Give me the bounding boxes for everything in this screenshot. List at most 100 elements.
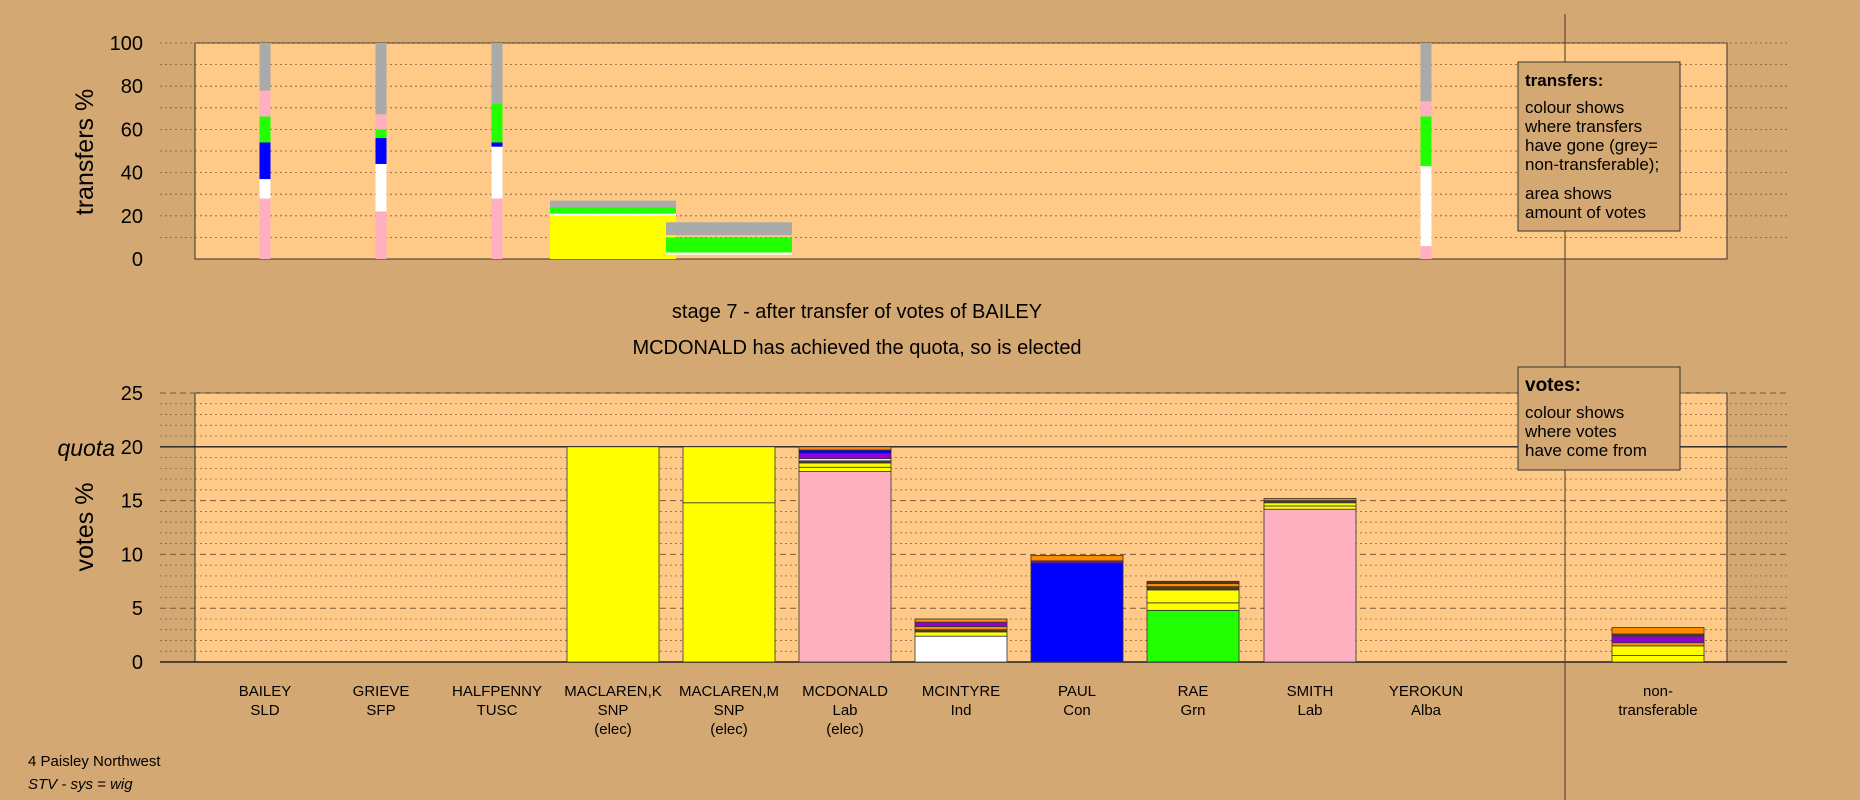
votes-tick-label: 10 — [121, 544, 143, 566]
transfer-segment — [259, 198, 271, 259]
transfer-segment — [491, 146, 503, 199]
vote-segment — [798, 446, 892, 451]
transfers-columns — [259, 43, 1432, 259]
candidate-name-label: BAILEY — [239, 683, 292, 700]
nontransferable-label: transferable — [1618, 702, 1697, 719]
vote-segment — [1263, 505, 1357, 510]
nontransferable-label: non- — [1643, 683, 1673, 700]
candidate-party-label: Grn — [1180, 702, 1205, 719]
candidate-party-label: SNP — [714, 702, 745, 719]
transfers-tick-label: 40 — [121, 163, 143, 185]
vote-segment — [1611, 645, 1705, 656]
candidate-party-label: Con — [1063, 702, 1091, 719]
votes-tick-label: 5 — [132, 598, 143, 620]
transfer-segment — [1420, 116, 1432, 167]
transfers-legend-box: transfers: colour shows where transfers … — [1517, 61, 1681, 232]
vote-segment — [1611, 635, 1705, 644]
vote-segment — [798, 471, 892, 663]
transfers-tick-label: 100 — [110, 33, 143, 55]
votes-legend-line: have come from — [1525, 441, 1647, 460]
transfer-segment — [1420, 43, 1432, 102]
votes-tick-label: 0 — [132, 652, 143, 674]
candidate-name-label: GRIEVE — [353, 683, 410, 700]
transfers-tick-label: 60 — [121, 119, 143, 141]
transfers-legend-line: area shows — [1525, 184, 1612, 203]
vote-segment — [914, 635, 1008, 663]
candidate-party-label: Lab — [1297, 702, 1322, 719]
transfers-tick-label: 80 — [121, 76, 143, 98]
vote-segment — [914, 621, 1008, 627]
transfer-segment — [550, 207, 676, 214]
transfer-segment — [375, 163, 387, 212]
votes-y-axis-label: votes % — [71, 483, 99, 572]
transfer-segment — [259, 116, 271, 143]
transfer-segment — [375, 43, 387, 115]
candidate-name-label: MACLAREN,M — [679, 683, 779, 700]
candidate-party-label: TUSC — [477, 702, 518, 719]
votes-y-ticks: 0 5 10 15 20 25 — [121, 383, 143, 674]
transfer-segment — [550, 213, 676, 216]
transfers-tick-label: 20 — [121, 206, 143, 228]
candidate-name-label: MACLAREN,K — [564, 683, 662, 700]
vote-segment — [682, 446, 776, 504]
votes-panel: 0 5 10 15 20 25 BAILEY SLD GRIEVE SFP HALFPENNY TU… — [57, 383, 1787, 738]
vote-segment — [798, 449, 892, 454]
quota-label: quota — [57, 435, 115, 461]
votes-legend-box: votes: colour shows where votes have com… — [1517, 366, 1681, 471]
vote-segment — [914, 631, 1008, 637]
vote-segment — [798, 466, 892, 472]
transfer-segment — [375, 129, 387, 139]
candidate-name-label: HALFPENNY — [452, 683, 542, 700]
transfer-segment — [259, 90, 271, 117]
votes-bars — [566, 446, 1705, 663]
vote-segment — [1146, 586, 1240, 591]
transfers-legend-bg — [1517, 61, 1681, 232]
candidate-party-label: Ind — [951, 702, 972, 719]
vote-segment — [798, 452, 892, 460]
vote-segment — [1263, 498, 1357, 501]
vote-segment — [1146, 580, 1240, 584]
votes-tick-label: 15 — [121, 491, 143, 513]
vote-segment — [1611, 642, 1705, 647]
transfer-segment — [1420, 166, 1432, 247]
vote-segment — [1263, 502, 1357, 507]
transfer-segment — [550, 215, 676, 259]
candidate-name-label: PAUL — [1058, 683, 1096, 700]
candidate-status-label: (elec) — [826, 721, 864, 738]
candidate-party-label: SNP — [598, 702, 629, 719]
transfers-legend-line: non-transferable); — [1525, 155, 1659, 174]
candidate-name-label: MCINTYRE — [922, 683, 1000, 700]
votes-tick-label: 25 — [121, 383, 143, 405]
stage-line: stage 7 - after transfer of votes of BAI… — [672, 301, 1042, 323]
transfer-segment — [1420, 101, 1432, 117]
vote-segment — [1030, 555, 1124, 562]
transfers-grid — [160, 42, 1787, 238]
candidate-name-label: RAE — [1178, 683, 1209, 700]
vote-segment — [914, 626, 1008, 631]
transfers-y-axis-label: transfers % — [71, 89, 99, 215]
candidate-name-label: MCDONALD — [802, 683, 888, 700]
transfers-legend-line: have gone (grey= — [1525, 136, 1658, 155]
transfer-segment — [375, 114, 387, 130]
vote-segment — [798, 462, 892, 468]
transfer-segment — [259, 43, 271, 91]
transfer-segment — [666, 252, 792, 255]
vote-segment — [1146, 583, 1240, 588]
votes-legend-line: colour shows — [1525, 403, 1624, 422]
transfers-y-ticks: 0 20 40 60 80 100 — [110, 33, 143, 271]
transfer-segment — [491, 43, 503, 104]
candidate-status-label: (elec) — [710, 721, 748, 738]
candidate-name-label: YEROKUN — [1389, 683, 1463, 700]
transfer-segment — [491, 142, 503, 147]
transfer-segment — [375, 211, 387, 259]
transfers-legend-line: colour shows — [1525, 98, 1624, 117]
votes-plot-area — [194, 392, 1728, 663]
transfer-segment — [259, 179, 271, 199]
transfer-segment — [375, 138, 387, 164]
transfers-legend-line: amount of votes — [1525, 203, 1646, 222]
candidate-labels: BAILEY SLD GRIEVE SFP HALFPENNY TUSC MACLAREN,… — [239, 683, 1698, 738]
vote-segment — [1611, 627, 1705, 635]
transfers-panel: 0 20 40 60 80 100 transfers % — [71, 33, 1787, 271]
vote-segment — [1263, 508, 1357, 663]
